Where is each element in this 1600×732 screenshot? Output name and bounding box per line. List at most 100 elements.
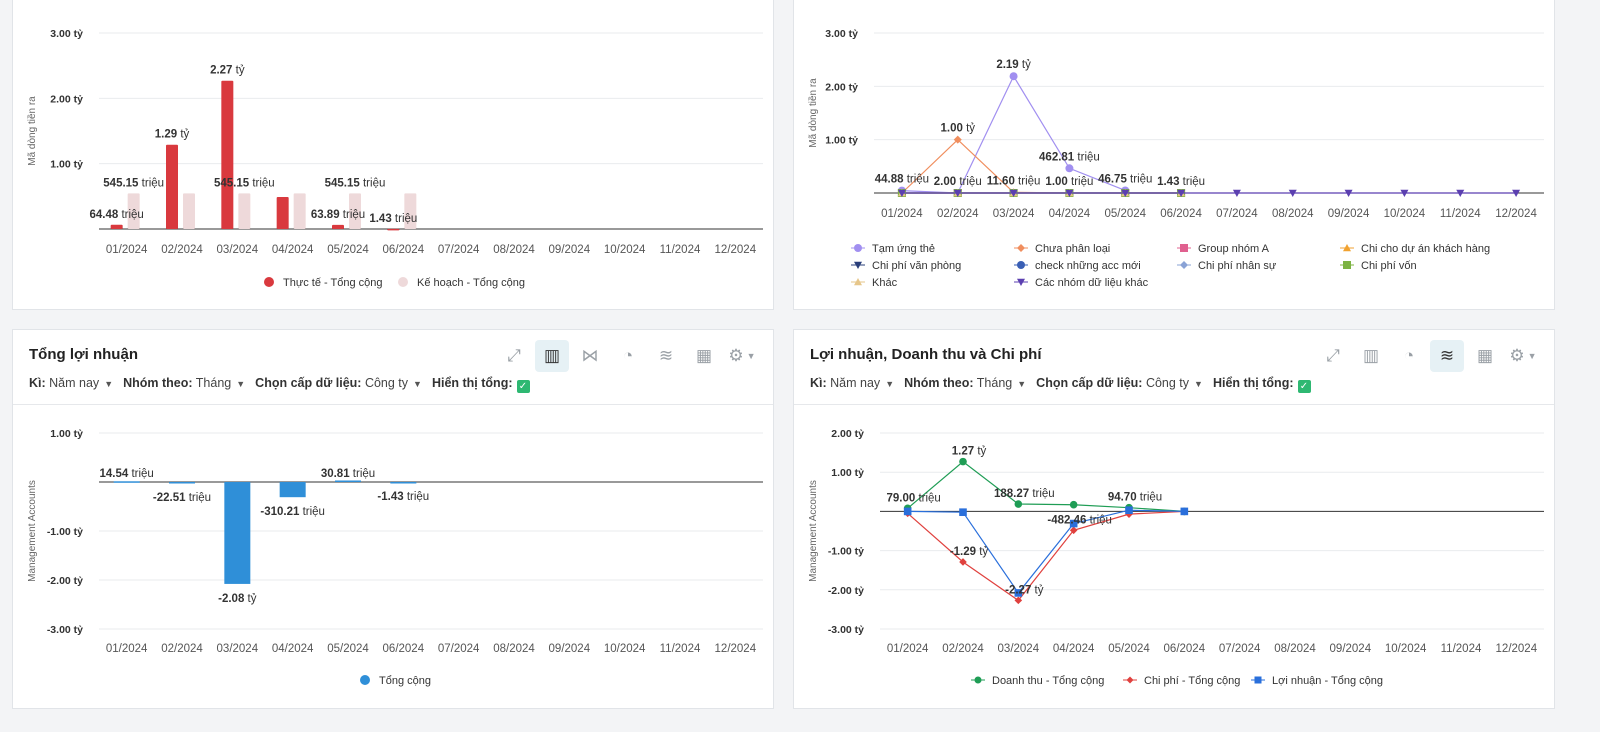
scatter-icon[interactable]: ⋈ — [581, 346, 599, 365]
data-label: 14.54 triệu — [99, 468, 153, 480]
y-axis-label: Mã dòng tiền ra — [807, 78, 819, 148]
divider — [13, 404, 773, 405]
line-chart-icon[interactable]: ≋ — [1430, 340, 1464, 372]
show-total-toggle[interactable]: Hiển thị tổng: ✓ — [1213, 376, 1311, 393]
table-icon[interactable]: ▦ — [695, 346, 713, 365]
data-point — [1014, 500, 1023, 508]
x-tick-label: 10/2024 — [1384, 208, 1426, 220]
bar-chart-icon[interactable]: ▥ — [1362, 346, 1380, 365]
settings-icon[interactable]: ⚙ ▼ — [1509, 346, 1537, 365]
x-tick-label: 02/2024 — [937, 208, 979, 220]
legend-swatch — [1017, 261, 1025, 269]
data-label: 64.48 triệu — [89, 209, 143, 221]
cash-outflow-line-card: 1.00 tỷ 2.00 tỷ 3.00 tỷ Mã dòng tiền ra 01/2… — [793, 0, 1555, 310]
data-label: 79.00 triệu — [886, 492, 940, 504]
bar — [293, 193, 306, 229]
show-total-toggle[interactable]: Hiển thị tổng: ✓ — [432, 376, 530, 393]
x-tick-label: 11/2024 — [660, 643, 701, 655]
x-tick-label: 01/2024 — [106, 643, 148, 655]
series-line — [907, 509, 1185, 594]
chart-toolbar: ⤢ ▥ ⋈ ◔ ≋ ▦ ⚙ ▼ — [497, 340, 759, 372]
y-tick-label: -1.00 tỷ — [828, 546, 864, 558]
data-label: 2.19 tỷ — [996, 59, 1031, 71]
series-line — [907, 510, 1185, 602]
data-point — [959, 558, 967, 566]
y-tick-label: 3.00 tỷ — [50, 28, 83, 40]
legend-swatch — [1126, 676, 1134, 684]
cash-outflow-bar-chart: 1.00 tỷ 2.00 tỷ 3.00 tỷ Mã dòng tiền ra 01/2… — [26, 28, 763, 289]
y-tick-label: 2.00 tỷ — [831, 428, 864, 440]
y-axis-label: Management Accounts — [27, 480, 38, 582]
bar — [110, 224, 123, 229]
legend-swatch — [264, 277, 274, 287]
legend-label: Kế hoạch - Tổng cộng — [417, 277, 525, 289]
bar-chart-icon[interactable]: ▥ — [535, 340, 569, 372]
x-tick-label: 07/2024 — [438, 244, 480, 256]
cash-outflow-line-chart: 1.00 tỷ 2.00 tỷ 3.00 tỷ Mã dòng tiền ra 01/2… — [807, 28, 1544, 289]
bar — [183, 193, 195, 229]
x-tick-label: 11/2024 — [1441, 643, 1482, 655]
group-filter[interactable]: Nhóm theo: Tháng ▼ — [904, 376, 1027, 390]
level-filter[interactable]: Chọn cấp dữ liệu: Công ty ▼ — [255, 376, 422, 390]
y-tick-label: -3.00 tỷ — [47, 624, 83, 636]
x-tick-label: 09/2024 — [549, 643, 591, 655]
data-label: 63.89 triệu — [311, 209, 365, 221]
legend-swatch — [1343, 261, 1351, 269]
legend-label: Doanh thu - Tổng cộng — [992, 675, 1104, 687]
x-tick-label: 07/2024 — [1219, 643, 1261, 655]
x-tick-label: 09/2024 — [1330, 643, 1372, 655]
legend-swatch — [974, 676, 982, 684]
checkbox-checked-icon: ✓ — [1297, 380, 1311, 393]
y-tick-label: -1.00 tỷ — [47, 526, 83, 538]
legend-swatch — [854, 261, 862, 269]
x-tick-label: 06/2024 — [1160, 208, 1202, 220]
legend-swatch — [854, 244, 862, 252]
legend-swatch — [1017, 244, 1025, 252]
x-tick-label: 09/2024 — [1328, 208, 1370, 220]
data-label: 11.60 triệu — [987, 175, 1041, 187]
x-tick-label: 04/2024 — [272, 643, 314, 655]
pie-chart-icon[interactable]: ◔ — [622, 346, 634, 365]
y-tick-label: 1.00 tỷ — [831, 467, 864, 479]
group-filter[interactable]: Nhóm theo: Tháng ▼ — [123, 376, 246, 390]
period-filter[interactable]: Kì: Năm nay ▼ — [810, 376, 895, 390]
x-tick-label: 10/2024 — [1385, 643, 1427, 655]
y-tick-label: -2.00 tỷ — [47, 575, 83, 587]
x-tick-label: 04/2024 — [1053, 643, 1095, 655]
data-point — [1009, 189, 1018, 197]
data-label: 545.15 triệu — [103, 177, 164, 189]
x-tick-label: 12/2024 — [715, 244, 757, 256]
legend-label: Thực tế - Tổng cộng — [283, 277, 383, 289]
y-tick-label: 3.00 tỷ — [825, 28, 858, 40]
bar — [349, 193, 361, 229]
legend-swatch — [1180, 244, 1188, 252]
expand-icon[interactable]: ⤢ — [507, 346, 521, 365]
divider — [794, 404, 1554, 405]
profit-revenue-cost-card: Lợi nhuận, Doanh thu và Chi phí ⤢ ▥ ◔ ≋ … — [793, 329, 1555, 709]
total-profit-card: Tổng lợi nhuận ⤢ ▥ ⋈ ◔ ≋ ▦ ⚙ ▼ Kì: Năm na… — [12, 329, 774, 709]
settings-icon[interactable]: ⚙ ▼ — [728, 346, 756, 365]
total-profit-chart: 1.00 tỷ -1.00 tỷ -2.00 tỷ -3.00 tỷ Managemen… — [27, 428, 763, 687]
bar — [390, 482, 417, 484]
legend-swatch — [398, 277, 408, 287]
level-filter[interactable]: Chọn cấp dữ liệu: Công ty ▼ — [1036, 376, 1203, 390]
data-label: 2.00 triệu — [934, 176, 982, 188]
expand-icon[interactable]: ⤢ — [1326, 346, 1340, 365]
x-tick-label: 03/2024 — [217, 643, 259, 655]
x-tick-label: 05/2024 — [1108, 643, 1150, 655]
data-label: 1.00 triệu — [1045, 176, 1093, 188]
data-label: 545.15 triệu — [325, 177, 386, 189]
bar — [335, 480, 361, 482]
table-icon[interactable]: ▦ — [1476, 346, 1494, 365]
data-label: 1.43 triệu — [369, 213, 417, 225]
pie-chart-icon[interactable]: ◔ — [1403, 346, 1415, 365]
period-filter[interactable]: Kì: Năm nay ▼ — [29, 376, 114, 390]
legend-label: Chi cho dự án khách hàng — [1361, 243, 1490, 255]
card-title: Lợi nhuận, Doanh thu và Chi phí — [810, 346, 1042, 363]
data-point — [1014, 596, 1023, 605]
legend-label: Các nhóm dữ liệu khác — [1035, 277, 1149, 289]
x-tick-label: 08/2024 — [1272, 208, 1314, 220]
data-point — [1125, 506, 1133, 515]
line-chart-icon[interactable]: ≋ — [658, 346, 674, 365]
bar — [166, 144, 178, 229]
